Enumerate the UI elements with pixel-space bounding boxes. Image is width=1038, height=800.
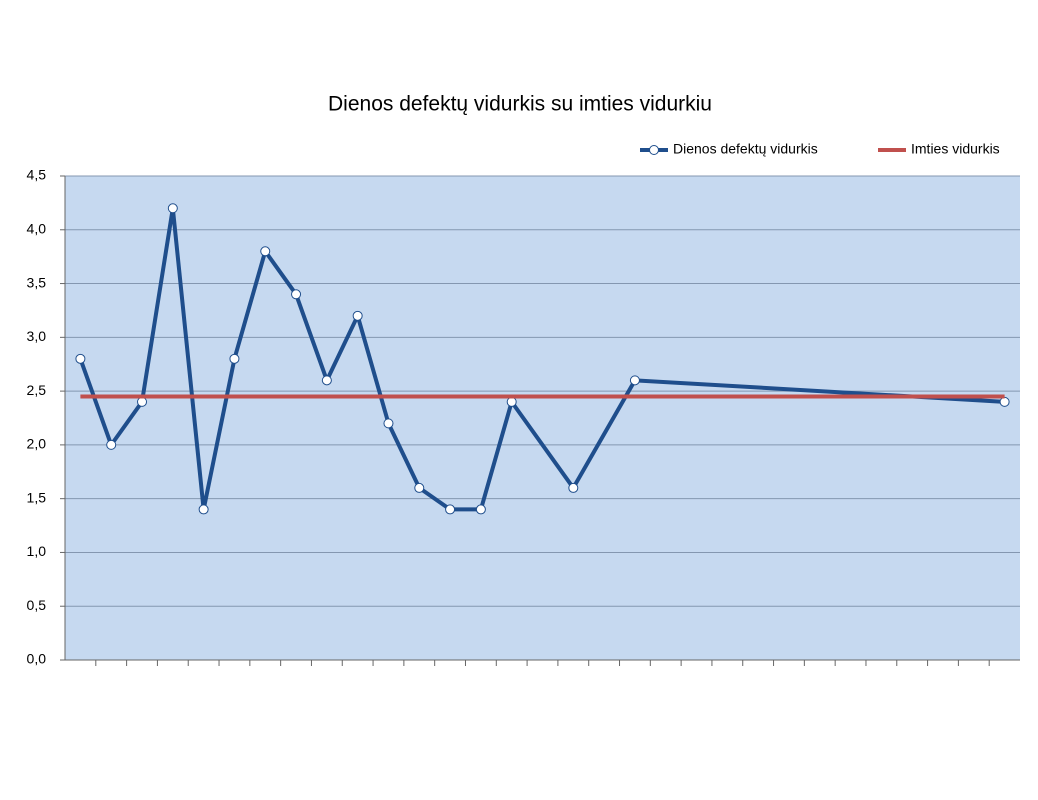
series-line	[78, 206, 1005, 512]
point	[167, 203, 178, 214]
y-tick-label: 3,0	[27, 328, 47, 344]
point	[260, 246, 271, 257]
point	[475, 504, 486, 515]
point	[106, 439, 117, 450]
y-tick-label: 3,5	[27, 274, 47, 290]
point	[198, 504, 209, 515]
y-tick-label: 0,5	[27, 597, 47, 613]
point	[445, 504, 456, 515]
legend-label: Imties vidurkis	[911, 141, 1000, 157]
y-tick-label: 4,5	[27, 167, 47, 183]
point	[75, 353, 86, 364]
point	[414, 482, 425, 493]
point	[137, 396, 148, 407]
y-tick-label: 4,0	[27, 220, 47, 236]
point	[999, 396, 1010, 407]
point	[229, 353, 240, 364]
point	[506, 396, 517, 407]
y-tick-label: 0,0	[27, 651, 47, 667]
legend-label: Dienos defektų vidurkis	[673, 141, 818, 157]
point	[383, 418, 394, 429]
y-tick-label: 1,0	[27, 543, 47, 559]
y-tick-label: 1,5	[27, 489, 47, 505]
point	[291, 289, 302, 300]
chart-title: Dienos defektų vidurkis su imties vidurk…	[328, 93, 712, 116]
point	[568, 482, 579, 493]
plot-area	[65, 176, 1020, 660]
point	[629, 375, 640, 386]
legend-marker	[649, 145, 659, 155]
y-tick-label: 2,0	[27, 436, 47, 452]
y-tick-label: 2,5	[27, 382, 47, 398]
point	[321, 375, 332, 386]
point	[352, 310, 363, 321]
